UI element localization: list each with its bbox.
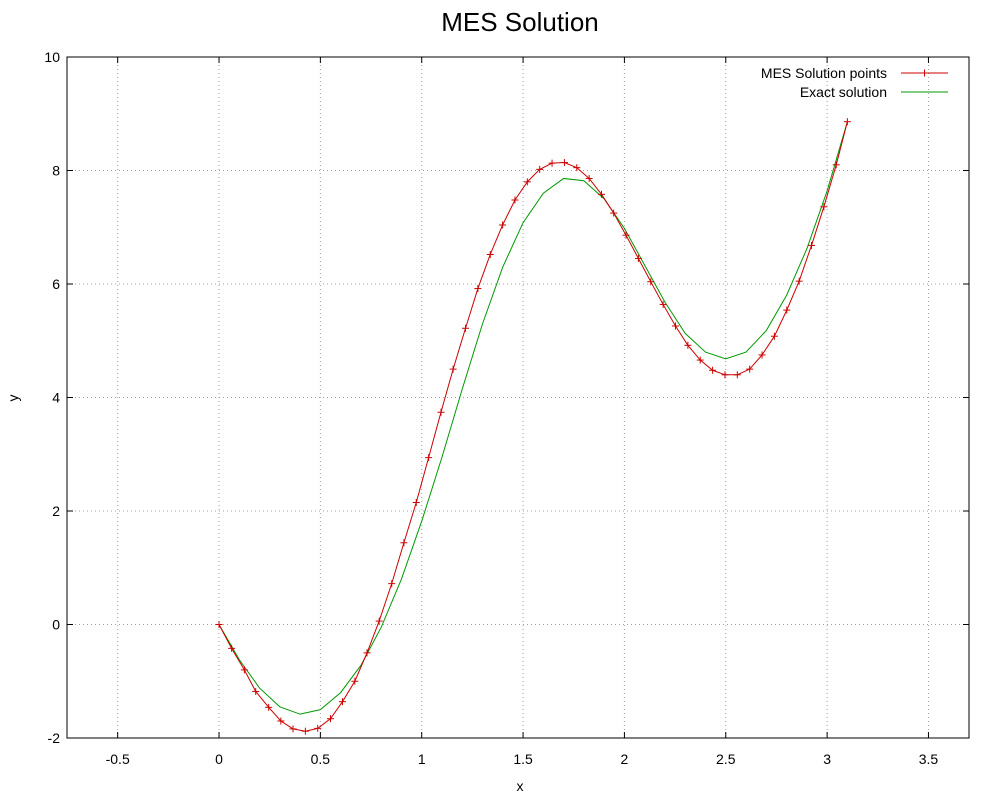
data-point-mes-solution-points: [721, 371, 729, 379]
series-line-exact-solution: [218, 121, 848, 715]
data-point-mes-solution-points: [622, 231, 630, 239]
y-tick-label: 8: [52, 163, 60, 179]
x-tick-label: 0.5: [311, 751, 331, 767]
data-point-mes-solution-points: [709, 366, 717, 374]
x-tick-label: -0.5: [106, 751, 130, 767]
grid-lines: [67, 56, 969, 739]
series-layer: [218, 121, 848, 732]
data-point-mes-solution-points: [486, 250, 494, 258]
legend-plus-marker: [921, 69, 928, 77]
series-line-mes-solution-points: [218, 121, 848, 732]
y-tick-label: 6: [52, 276, 60, 292]
x-tick-label: 1: [418, 751, 426, 767]
data-point-mes-solution-points: [425, 454, 433, 462]
data-point-mes-solution-points: [375, 617, 383, 625]
x-tick-label: 2.5: [716, 751, 736, 767]
data-point-mes-solution-points: [733, 371, 741, 379]
data-point-mes-solution-points: [462, 324, 470, 332]
y-tick-label: 10: [44, 49, 60, 65]
data-point-mes-solution-points: [412, 498, 420, 506]
data-point-mes-solution-points: [548, 159, 556, 167]
data-point-mes-solution-points: [573, 164, 581, 172]
x-axis-label: x: [517, 778, 524, 794]
y-tick-label: -2: [48, 730, 61, 746]
data-point-mes-solution-points: [338, 698, 346, 706]
data-point-mes-solution-points: [363, 649, 371, 657]
data-point-mes-solution-points: [511, 196, 519, 204]
data-point-mes-solution-points: [536, 165, 544, 173]
y-axis-label: y: [5, 395, 21, 402]
legend-label-exact-solution: Exact solution: [800, 84, 887, 100]
data-point-mes-solution-points: [795, 277, 803, 285]
data-point-mes-solution-points: [449, 365, 457, 373]
x-tick-label: 2: [621, 751, 629, 767]
y-tick-label: 4: [52, 390, 60, 406]
data-point-mes-solution-points: [228, 644, 236, 652]
data-point-mes-solution-points: [560, 159, 568, 167]
x-tick-label: 1.5: [513, 751, 533, 767]
y-tick-label: 2: [52, 503, 60, 519]
y-tick-label: 0: [52, 617, 60, 633]
data-point-mes-solution-points: [585, 174, 593, 182]
data-point-mes-solution-points: [647, 278, 655, 286]
data-point-mes-solution-points: [610, 209, 618, 217]
chart-title: MES Solution: [441, 7, 599, 37]
data-point-mes-solution-points: [289, 725, 297, 733]
legend-label-mes-solution-points: MES Solution points: [761, 65, 887, 81]
data-point-mes-solution-points: [400, 539, 408, 547]
data-point-mes-solution-points: [843, 118, 851, 126]
data-point-mes-solution-points: [746, 365, 754, 373]
data-point-mes-solution-points: [265, 703, 273, 711]
data-point-mes-solution-points: [820, 203, 828, 211]
x-tick-labels: -0.5 0 0.5 1 1.5 2 2.5 3 3.5: [106, 751, 939, 767]
data-point-mes-solution-points: [832, 161, 840, 169]
data-point-mes-solution-points: [523, 178, 531, 186]
axis-ticks: [67, 56, 969, 739]
data-point-mes-solution-points: [598, 190, 606, 198]
data-point-mes-solution-points: [808, 241, 816, 249]
data-point-mes-solution-points: [659, 300, 667, 308]
data-point-mes-solution-points: [351, 677, 359, 685]
legend: MES Solution points Exact solution: [761, 65, 948, 100]
data-point-mes-solution-points: [696, 356, 704, 364]
data-point-mes-solution-points: [301, 727, 309, 735]
data-point-mes-solution-points: [474, 285, 482, 293]
data-point-mes-solution-points: [314, 724, 322, 732]
series-markers: [215, 118, 851, 735]
data-point-mes-solution-points: [388, 580, 396, 588]
data-point-mes-solution-points: [277, 717, 285, 725]
legend-marker-mes-solution-points: [921, 69, 928, 77]
data-point-mes-solution-points: [437, 408, 445, 416]
x-tick-label: 3.5: [919, 751, 939, 767]
data-point-mes-solution-points: [215, 621, 223, 628]
data-point-mes-solution-points: [758, 351, 766, 359]
data-point-mes-solution-points: [783, 306, 791, 314]
y-tick-labels: -2 0 2 4 6 8 10: [44, 49, 60, 746]
data-point-mes-solution-points: [684, 341, 692, 349]
data-point-mes-solution-points: [770, 332, 778, 340]
data-point-mes-solution-points: [671, 322, 679, 330]
data-point-mes-solution-points: [240, 666, 248, 674]
x-tick-label: 3: [823, 751, 831, 767]
data-point-mes-solution-points: [499, 221, 507, 229]
x-tick-label: 0: [215, 751, 223, 767]
data-point-mes-solution-points: [634, 254, 642, 262]
data-point-mes-solution-points: [252, 687, 260, 695]
data-point-mes-solution-points: [327, 715, 335, 723]
